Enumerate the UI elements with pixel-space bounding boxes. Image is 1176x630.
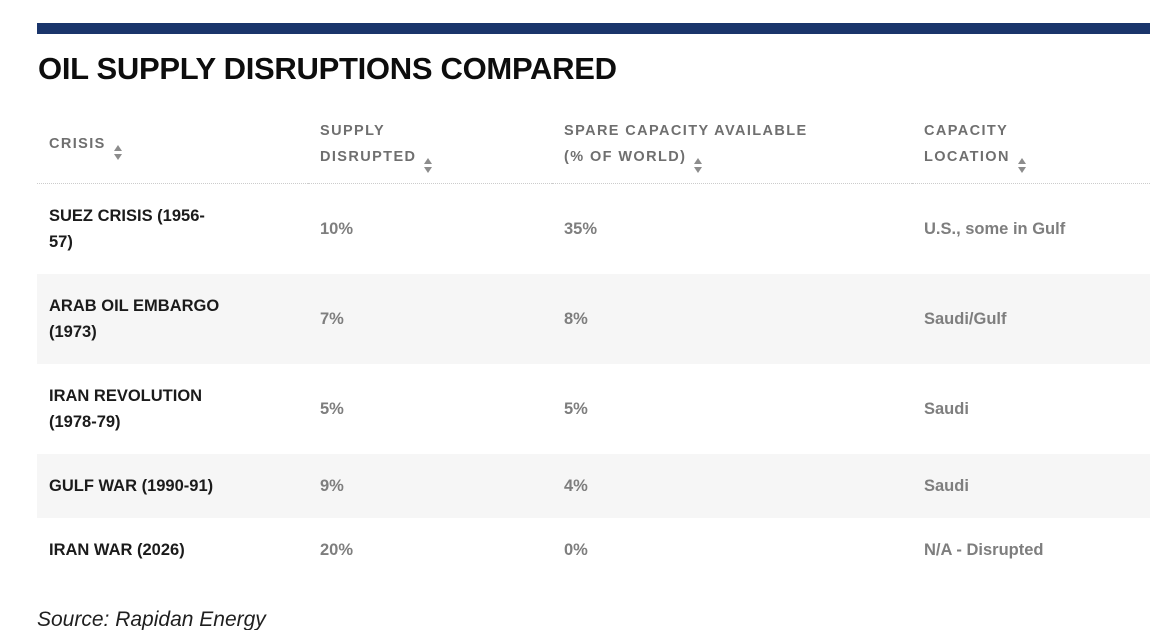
cell-crisis: SUEZ CRISIS (1956- 57) — [49, 207, 205, 251]
cell-crisis: GULF WAR (1990-91) — [49, 477, 214, 495]
oil-disruptions-table: CRISIS SUPPLY DISRUPTED SPARE CAPACITY A… — [37, 112, 1150, 582]
cell-crisis: ARAB OIL EMBARGO (1973) — [49, 297, 220, 341]
cell-capacity-location: Saudi — [924, 477, 969, 495]
table-row: GULF WAR (1990-91) 9% 4% Saudi — [37, 454, 1150, 518]
cell-spare-capacity: 4% — [564, 477, 588, 495]
column-header-label: SPARE CAPACITY AVAILABLE (% OF WORLD) — [564, 123, 808, 165]
cell-spare-capacity: 35% — [564, 220, 598, 238]
cell-supply-disrupted: 20% — [320, 541, 354, 559]
source-note: Source: Rapidan Energy — [37, 608, 266, 630]
cell-supply-disrupted: 9% — [320, 477, 344, 495]
cell-supply-disrupted: 5% — [320, 400, 344, 418]
page-title: OIL SUPPLY DISRUPTIONS COMPARED — [38, 51, 617, 86]
table-row: ARAB OIL EMBARGO (1973) 7% 8% Saudi/Gulf — [37, 274, 1150, 364]
column-header-crisis[interactable]: CRISIS — [37, 112, 308, 184]
cell-supply-disrupted: 10% — [320, 220, 354, 238]
column-header-label: CAPACITY LOCATION — [924, 123, 1010, 165]
table-body: SUEZ CRISIS (1956- 57) 10% 35% U.S., som… — [37, 184, 1150, 583]
table-header: CRISIS SUPPLY DISRUPTED SPARE CAPACITY A… — [37, 112, 1150, 184]
sort-icon[interactable] — [424, 158, 433, 173]
table-row: SUEZ CRISIS (1956- 57) 10% 35% U.S., som… — [37, 184, 1150, 275]
table-row: IRAN WAR (2026) 20% 0% N/A - Disrupted — [37, 518, 1150, 582]
header-row: CRISIS SUPPLY DISRUPTED SPARE CAPACITY A… — [37, 112, 1150, 184]
cell-capacity-location: Saudi/Gulf — [924, 310, 1007, 328]
column-header-supply-disrupted[interactable]: SUPPLY DISRUPTED — [308, 112, 552, 184]
cell-crisis: IRAN REVOLUTION (1978-79) — [49, 387, 203, 431]
cell-capacity-location: N/A - Disrupted — [924, 541, 1044, 559]
cell-supply-disrupted: 7% — [320, 310, 344, 328]
top-accent-bar — [37, 23, 1150, 34]
cell-capacity-location: U.S., some in Gulf — [924, 220, 1066, 238]
sort-icon[interactable] — [694, 158, 703, 173]
cell-spare-capacity: 5% — [564, 400, 588, 418]
column-header-capacity-location[interactable]: CAPACITY LOCATION — [912, 112, 1150, 184]
cell-capacity-location: Saudi — [924, 400, 969, 418]
sort-icon[interactable] — [1017, 158, 1026, 173]
cell-spare-capacity: 0% — [564, 541, 588, 559]
column-header-label: SUPPLY DISRUPTED — [320, 123, 417, 165]
column-header-label: CRISIS — [49, 136, 106, 152]
cell-crisis: IRAN WAR (2026) — [49, 541, 185, 559]
cell-spare-capacity: 8% — [564, 310, 588, 328]
sort-icon[interactable] — [113, 145, 122, 160]
column-header-spare-capacity[interactable]: SPARE CAPACITY AVAILABLE (% OF WORLD) — [552, 112, 912, 184]
table-row: IRAN REVOLUTION (1978-79) 5% 5% Saudi — [37, 364, 1150, 454]
